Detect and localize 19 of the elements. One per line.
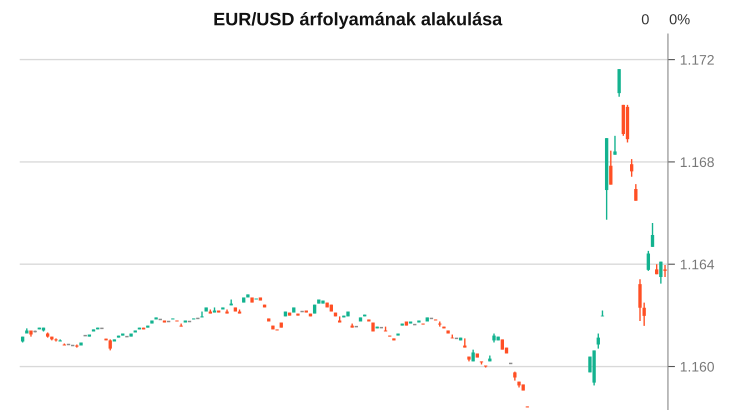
text: 0% (670, 14, 690, 24)
candlestick (650, 222, 654, 248)
text: 0 (642, 14, 649, 24)
y-tick-label: 1.164 (680, 260, 714, 270)
y-tick-label: 1.160 (680, 362, 714, 372)
candlestick (638, 278, 642, 322)
candlestick (659, 260, 663, 284)
candlestick (663, 264, 667, 278)
candlestick (630, 158, 634, 178)
candlestick (609, 150, 612, 186)
candlestick (646, 250, 650, 272)
y-tick-label: 1.168 (680, 157, 714, 168)
candlestick (471, 348, 475, 362)
chart-title: EUR/USD árfolyamának alakulása (214, 12, 502, 29)
candlestick (634, 183, 638, 202)
candlestick (108, 338, 112, 352)
y-tick-label: 1.172 (680, 54, 714, 65)
candlestick (642, 302, 646, 327)
candlestick (596, 332, 600, 350)
